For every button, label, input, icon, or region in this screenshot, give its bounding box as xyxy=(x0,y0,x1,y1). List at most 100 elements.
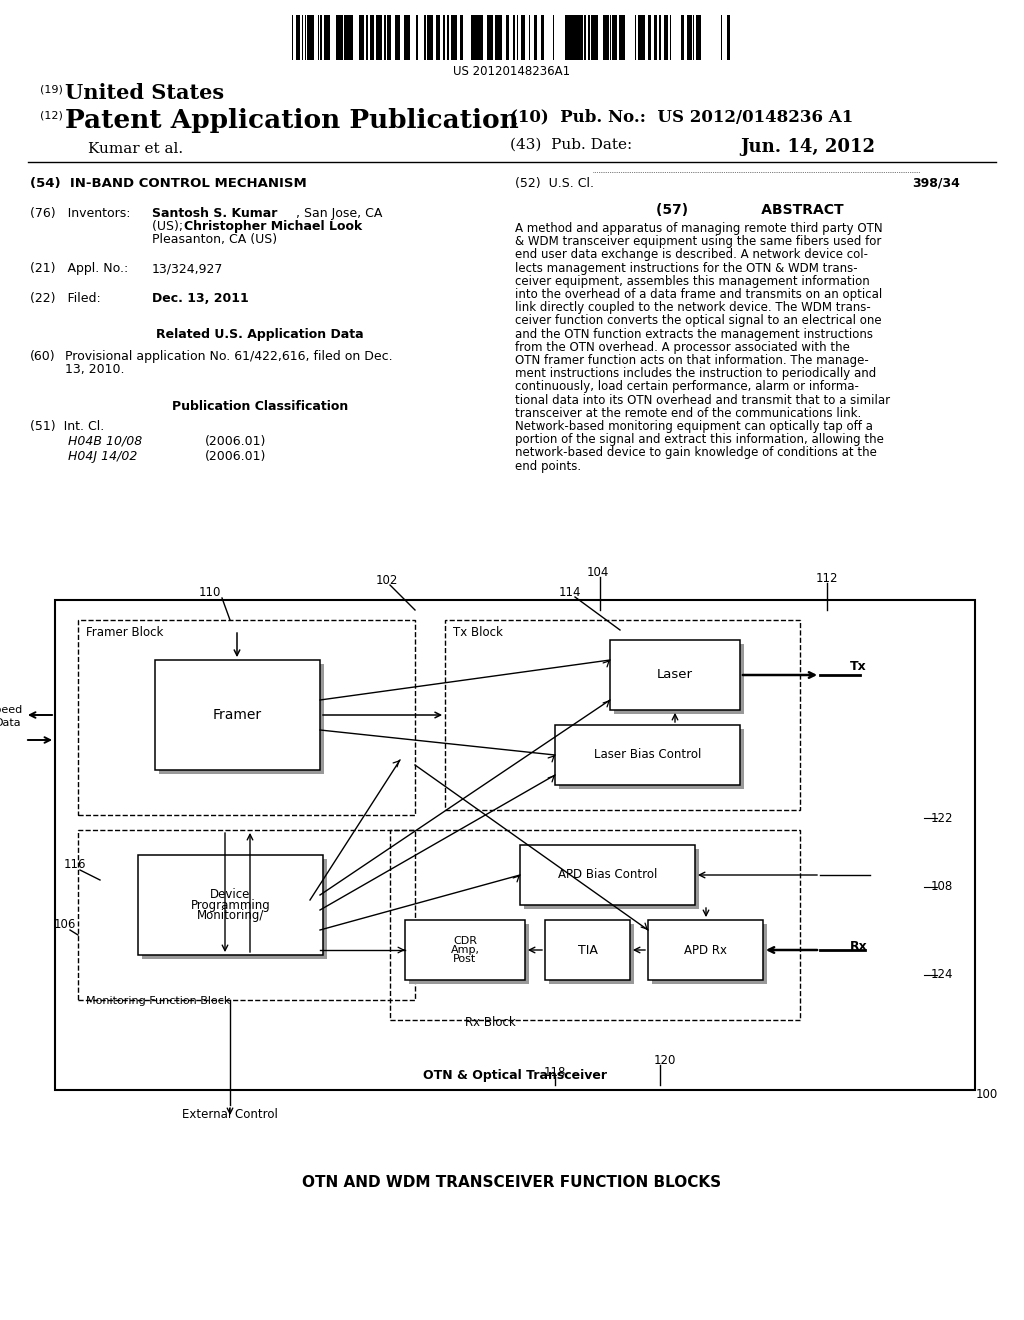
Bar xyxy=(431,15,433,59)
Text: 108: 108 xyxy=(931,880,953,894)
Bar xyxy=(388,15,391,59)
Text: Provisional application No. 61/422,616, filed on Dec.: Provisional application No. 61/422,616, … xyxy=(65,350,392,363)
Text: 118: 118 xyxy=(544,1065,566,1078)
Text: network-based device to gain knowledge of conditions at the: network-based device to gain knowledge o… xyxy=(515,446,877,459)
Bar xyxy=(397,15,399,59)
Bar xyxy=(555,725,740,785)
Text: 122: 122 xyxy=(931,812,953,825)
Bar xyxy=(648,920,763,979)
Bar xyxy=(622,15,625,59)
Bar xyxy=(409,924,529,983)
Text: 100: 100 xyxy=(976,1089,998,1101)
Bar xyxy=(346,15,349,59)
Bar xyxy=(416,15,418,59)
Text: Jun. 14, 2012: Jun. 14, 2012 xyxy=(740,139,874,156)
Bar xyxy=(520,845,695,906)
Bar xyxy=(376,15,379,59)
Text: H04B 10/08: H04B 10/08 xyxy=(68,436,142,447)
Bar xyxy=(595,15,597,59)
Bar xyxy=(319,15,322,59)
Text: 116: 116 xyxy=(63,858,86,871)
Text: Post: Post xyxy=(454,954,476,965)
Text: Monitoring Function Block: Monitoring Function Block xyxy=(86,997,230,1006)
Text: H04J 14/02: H04J 14/02 xyxy=(68,450,137,463)
Text: (2006.01): (2006.01) xyxy=(205,436,266,447)
Bar xyxy=(447,15,449,59)
Bar xyxy=(522,15,524,59)
Text: OTN & Optical Transceiver: OTN & Optical Transceiver xyxy=(423,1069,607,1082)
Bar xyxy=(640,15,644,59)
Text: 13, 2010.: 13, 2010. xyxy=(65,363,125,376)
Bar xyxy=(451,15,453,59)
Bar xyxy=(159,664,324,774)
Text: 114: 114 xyxy=(559,586,582,598)
Text: CDR: CDR xyxy=(453,936,477,945)
Bar xyxy=(593,15,595,59)
Text: Kumar et al.: Kumar et al. xyxy=(88,143,183,156)
Text: 110: 110 xyxy=(199,586,221,599)
Bar xyxy=(495,15,498,59)
Bar xyxy=(454,15,457,59)
Bar xyxy=(338,15,340,59)
Text: end user data exchange is described. A network device col-: end user data exchange is described. A n… xyxy=(515,248,868,261)
Text: portion of the signal and extract this information, allowing the: portion of the signal and extract this i… xyxy=(515,433,884,446)
Text: 104: 104 xyxy=(587,565,609,578)
Text: tional data into its OTN overhead and transmit that to a similar: tional data into its OTN overhead and tr… xyxy=(515,393,890,407)
Bar xyxy=(351,15,353,59)
Bar xyxy=(652,924,767,983)
Text: Rx: Rx xyxy=(850,940,867,953)
Bar xyxy=(460,15,463,59)
Text: APD Bias Control: APD Bias Control xyxy=(558,869,657,882)
Text: 124: 124 xyxy=(931,969,953,982)
Bar xyxy=(349,15,351,59)
Bar xyxy=(445,620,800,810)
Text: (12): (12) xyxy=(40,110,67,120)
Text: (19): (19) xyxy=(40,84,67,95)
Text: ment instructions includes the instruction to periodically and: ment instructions includes the instructi… xyxy=(515,367,877,380)
Bar xyxy=(664,15,668,59)
Bar xyxy=(370,15,374,59)
Bar xyxy=(311,15,314,59)
Text: Dec. 13, 2011: Dec. 13, 2011 xyxy=(152,292,249,305)
Bar xyxy=(696,15,700,59)
Bar xyxy=(138,855,323,954)
Bar xyxy=(559,729,744,789)
Bar xyxy=(487,15,489,59)
Bar xyxy=(307,15,309,59)
Bar xyxy=(498,15,500,59)
Bar xyxy=(605,15,607,59)
Text: (21)   Appl. No.:: (21) Appl. No.: xyxy=(30,261,128,275)
Text: (US);: (US); xyxy=(152,220,187,234)
Bar xyxy=(567,15,571,59)
Text: and the OTN function extracts the management instructions: and the OTN function extracts the manage… xyxy=(515,327,873,341)
Bar xyxy=(534,15,537,59)
Text: end points.: end points. xyxy=(515,459,582,473)
Bar xyxy=(344,15,346,59)
Bar xyxy=(424,15,426,59)
Text: 120: 120 xyxy=(653,1053,676,1067)
Text: TIA: TIA xyxy=(578,944,597,957)
Text: (10)  Pub. No.:  US 2012/0148236 A1: (10) Pub. No.: US 2012/0148236 A1 xyxy=(510,108,853,125)
Text: ceiver function converts the optical signal to an electrical one: ceiver function converts the optical sig… xyxy=(515,314,882,327)
Text: Laser Bias Control: Laser Bias Control xyxy=(594,748,701,762)
Bar xyxy=(607,15,609,59)
Text: link directly coupled to the network device. The WDM trans-: link directly coupled to the network dev… xyxy=(515,301,870,314)
Text: 106: 106 xyxy=(54,919,76,932)
Text: OTN AND WDM TRANSCEIVER FUNCTION BLOCKS: OTN AND WDM TRANSCEIVER FUNCTION BLOCKS xyxy=(302,1175,722,1191)
Text: High Speed: High Speed xyxy=(0,705,22,715)
Bar xyxy=(142,859,327,960)
Text: Amp,: Amp, xyxy=(451,945,479,954)
Text: (76)   Inventors:: (76) Inventors: xyxy=(30,207,130,220)
Text: United States: United States xyxy=(65,83,224,103)
Text: from the OTN overhead. A processor associated with the: from the OTN overhead. A processor assoc… xyxy=(515,341,850,354)
Text: 398/34: 398/34 xyxy=(912,177,961,190)
Bar xyxy=(55,601,975,1090)
Bar xyxy=(472,15,474,59)
Bar xyxy=(513,15,515,59)
Text: Data: Data xyxy=(0,718,22,729)
Bar xyxy=(506,15,508,59)
Text: (2006.01): (2006.01) xyxy=(205,450,266,463)
Text: Laser: Laser xyxy=(657,668,693,681)
Bar xyxy=(380,15,382,59)
Bar xyxy=(545,920,630,979)
